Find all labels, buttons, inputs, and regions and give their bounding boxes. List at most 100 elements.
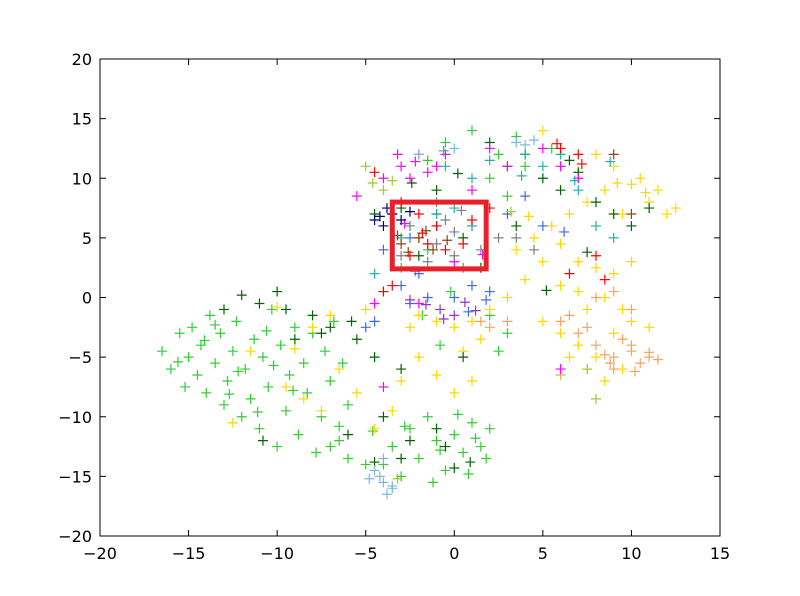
data-point (396, 214, 407, 225)
data-point (537, 125, 548, 136)
data-point (626, 220, 637, 231)
data-point (599, 349, 610, 360)
data-point (467, 185, 477, 196)
data-point (431, 161, 442, 172)
data-point (573, 185, 584, 196)
data-point (378, 185, 389, 196)
data-point (599, 274, 610, 285)
data-point (210, 358, 221, 369)
data-point (392, 473, 403, 484)
data-point (236, 411, 247, 422)
data-point (484, 155, 495, 166)
data-point (396, 161, 407, 172)
data-point (396, 238, 407, 249)
data-point (505, 206, 516, 217)
data-point (635, 358, 646, 369)
data-point (420, 225, 431, 236)
data-point (445, 286, 456, 297)
y-tick-label: 0 (82, 289, 92, 308)
data-point (449, 143, 460, 154)
data-point (405, 294, 415, 305)
data-point (422, 292, 433, 303)
data-point (449, 429, 460, 440)
data-point (529, 244, 539, 255)
data-point (435, 340, 446, 351)
data-point (316, 405, 327, 416)
data-point (467, 214, 477, 225)
data-point (591, 393, 601, 404)
data-point (289, 343, 300, 354)
data-point (605, 358, 616, 369)
data-point (360, 459, 371, 470)
data-point (378, 453, 389, 464)
data-point (431, 435, 442, 446)
data-point (591, 340, 601, 351)
data-point (428, 477, 439, 488)
x-tick-label: 15 (710, 544, 730, 563)
data-point (422, 238, 433, 249)
data-point (204, 310, 215, 321)
data-point (470, 433, 481, 444)
data-point (608, 232, 619, 243)
data-point (467, 173, 477, 184)
data-point (520, 149, 531, 160)
data-point (396, 364, 407, 375)
y-tick-label: −20 (58, 527, 92, 546)
data-point (272, 302, 283, 313)
data-point (537, 220, 548, 231)
data-point (502, 292, 513, 303)
data-point (435, 445, 446, 456)
data-point (475, 441, 486, 452)
data-point (378, 220, 389, 231)
data-point (644, 322, 655, 333)
data-point (431, 220, 442, 231)
y-tick-label: −15 (58, 467, 92, 486)
data-point (670, 203, 681, 214)
data-point (396, 453, 407, 464)
data-point (374, 471, 385, 482)
data-point (272, 441, 283, 452)
data-point (537, 143, 548, 154)
data-point (537, 161, 548, 172)
data-point (467, 417, 477, 428)
x-tick-label: −10 (260, 544, 294, 563)
data-point (626, 340, 637, 351)
data-point (442, 235, 453, 246)
data-point (502, 191, 513, 202)
data-point (493, 346, 504, 357)
data-point (422, 256, 433, 267)
data-point (555, 364, 566, 375)
data-point (369, 214, 380, 225)
data-point (599, 292, 610, 303)
data-point (413, 352, 424, 363)
data-point (555, 328, 566, 339)
data-point (284, 370, 295, 381)
data-point (564, 209, 575, 220)
data-point (387, 280, 398, 291)
data-point (272, 286, 283, 297)
data-point (555, 161, 566, 172)
data-point (334, 421, 345, 432)
data-point (608, 149, 619, 160)
data-point (617, 304, 628, 315)
data-point (316, 328, 327, 339)
data-point (582, 364, 593, 375)
data-point (413, 453, 424, 464)
data-point (564, 352, 575, 363)
data-point (343, 429, 353, 440)
data-point (582, 322, 593, 333)
data-point (431, 316, 442, 327)
data-point (422, 155, 433, 166)
data-point (227, 417, 238, 428)
data-point (456, 205, 467, 216)
data-point (281, 381, 291, 392)
data-point (428, 244, 439, 255)
data-point (458, 352, 469, 363)
data-point (311, 447, 322, 458)
data-point (440, 214, 451, 225)
y-tick-label: 20 (72, 50, 92, 69)
data-point (653, 354, 663, 365)
data-point (298, 393, 309, 404)
data-point (458, 238, 469, 249)
data-point (325, 322, 336, 333)
